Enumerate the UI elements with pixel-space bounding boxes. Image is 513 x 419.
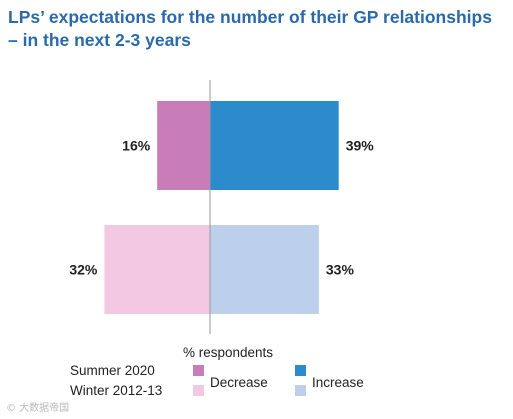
- bar-increase-summer-2020: [210, 101, 339, 190]
- chart-title: LPs’ expectations for the number of thei…: [8, 7, 492, 50]
- legend-entry-increase: Increase: [312, 375, 364, 390]
- legend-swatch-increase-1: [295, 385, 306, 396]
- watermark: © 大数据帝国: [6, 403, 70, 414]
- legend-entry-decrease: Decrease: [210, 375, 268, 390]
- legend: Summer 2020 Winter 2012-13 Decrease Increas…: [70, 363, 364, 398]
- legend-swatch-decrease-0: [193, 365, 204, 376]
- legend-swatch-increase-0: [295, 365, 306, 376]
- bar-decrease-winter-2012-13: [104, 225, 210, 314]
- data-label-increase-summer-2020: 39%: [346, 138, 375, 154]
- bar-decrease-summer-2020: [157, 101, 210, 190]
- x-axis-label: % respondents: [183, 345, 273, 360]
- data-label-decrease-winter-2012-13: 32%: [69, 262, 98, 278]
- data-label-decrease-summer-2020: 16%: [122, 138, 151, 154]
- legend-row-label-1: Winter 2012-13: [70, 383, 162, 398]
- legend-swatch-decrease-1: [193, 385, 204, 396]
- bar-increase-winter-2012-13: [210, 225, 319, 314]
- data-label-increase-winter-2012-13: 33%: [326, 262, 355, 278]
- legend-row-label-0: Summer 2020: [70, 363, 155, 378]
